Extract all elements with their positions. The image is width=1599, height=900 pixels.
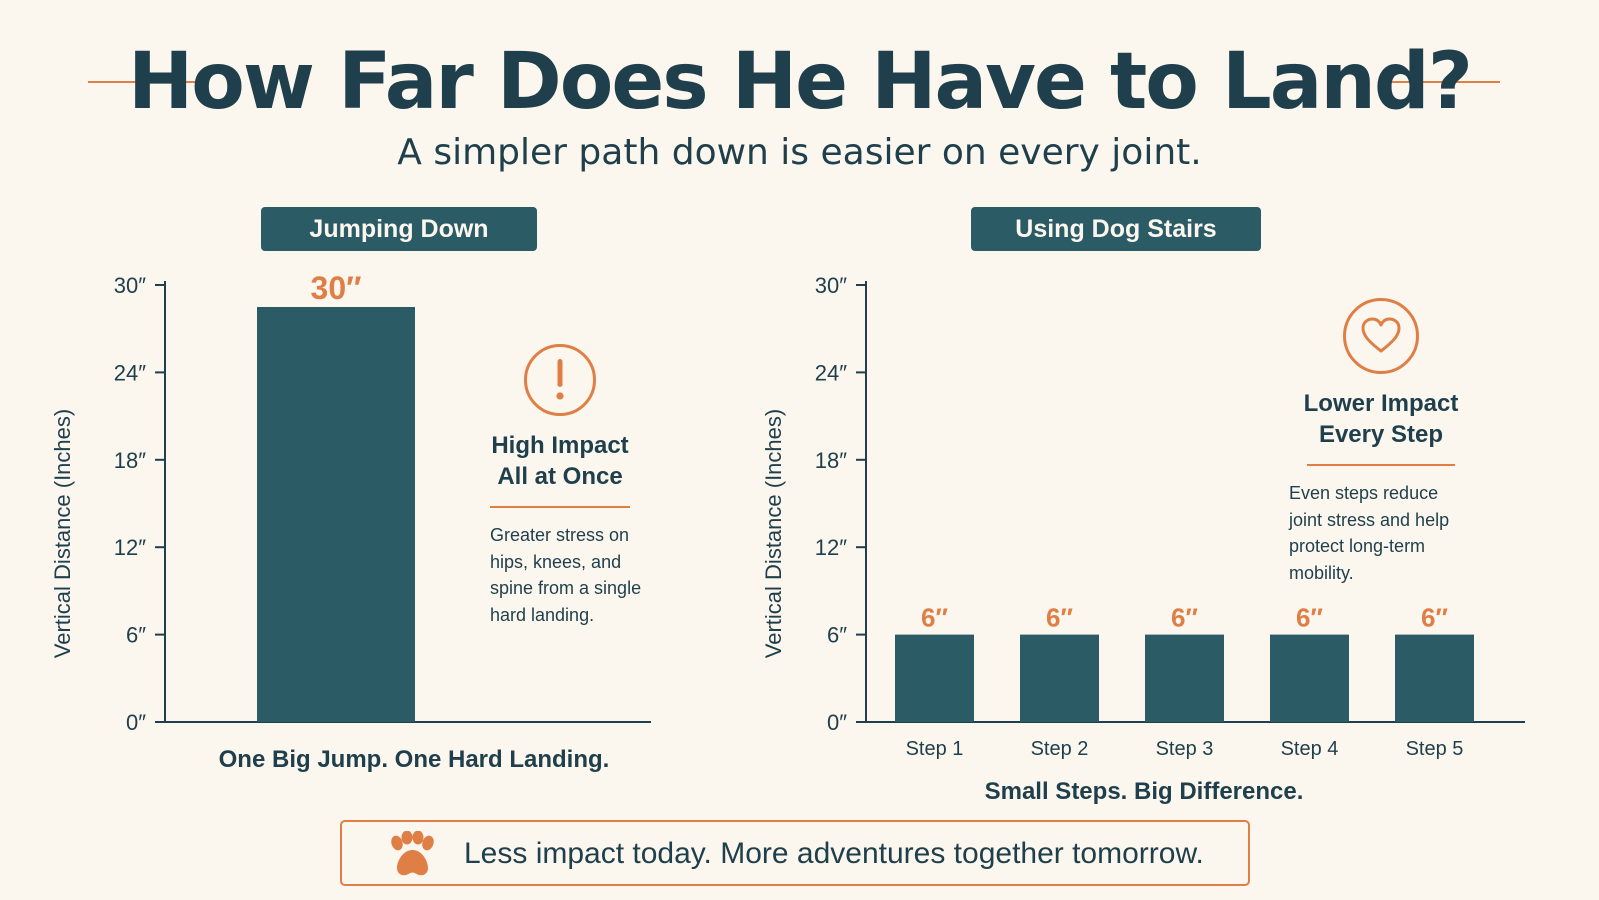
- footer-text: Less impact today. More adventures toget…: [464, 837, 1204, 870]
- y-tick-label: 30″: [114, 273, 146, 298]
- y-tick-label: 24″: [114, 360, 146, 385]
- panel-label-jumping: Jumping Down: [261, 207, 537, 251]
- bar: [1020, 634, 1099, 722]
- y-tick-label: 0″: [126, 710, 146, 735]
- callout-lower-impact: Lower Impact Every Step Even steps reduc…: [1281, 298, 1481, 586]
- callout-body-line: Greater stress on: [490, 525, 630, 545]
- callout-body: Greater stress on hips, knees, and spine…: [478, 522, 642, 628]
- bar-data-label: 30″: [311, 270, 362, 306]
- y-axis-label: Vertical Distance (Inches): [761, 409, 786, 658]
- callout-heading: Lower Impact Every Step: [1281, 388, 1481, 450]
- panel-label-stairs: Using Dog Stairs: [971, 207, 1261, 251]
- y-tick-label: 6″: [827, 623, 847, 648]
- page-subtitle: A simpler path down is easier on every j…: [397, 132, 1202, 173]
- paw-icon: [391, 831, 434, 876]
- bar-data-label: 6″: [1421, 603, 1448, 633]
- bar: [1145, 634, 1224, 722]
- x-category-label: Step 3: [1156, 738, 1214, 760]
- y-tick-label: 18″: [815, 448, 847, 473]
- title-rule-right: [1388, 81, 1500, 83]
- bar: [257, 307, 415, 722]
- y-tick-label: 18″: [114, 448, 146, 473]
- title-rule-left: [88, 81, 200, 83]
- callout-body-line: Even steps reduce: [1289, 483, 1439, 503]
- callout-heading-line: Every Step: [1318, 421, 1444, 448]
- callout-rule: [1307, 464, 1455, 466]
- x-category-label: Step 5: [1406, 738, 1464, 760]
- callout-rule: [490, 506, 630, 508]
- bar: [1270, 634, 1349, 722]
- bar-data-label: 6″: [921, 603, 948, 633]
- y-tick-label: 24″: [815, 360, 847, 385]
- callout-heading-line: High Impact: [491, 432, 629, 459]
- y-tick-label: 6″: [126, 623, 146, 648]
- bar-data-label: 6″: [1296, 603, 1323, 633]
- callout-body-line: hips, knees, and: [490, 551, 622, 572]
- bar: [895, 634, 974, 722]
- exclamation-icon: [524, 344, 596, 416]
- callout-heading-line: All at Once: [497, 463, 623, 490]
- heart-icon: [1343, 298, 1419, 374]
- x-category-label: Step 2: [1031, 738, 1089, 760]
- callout-heading-line: Lower Impact: [1303, 390, 1459, 417]
- callout-body-line: hard landing.: [490, 604, 595, 625]
- callout-high-impact: High Impact All at Once Greater stress o…: [478, 344, 642, 628]
- y-tick-label: 0″: [827, 710, 847, 735]
- y-axis-label: Vertical Distance (Inches): [50, 409, 75, 658]
- callout-body: Even steps reduce joint stress and help …: [1281, 480, 1481, 586]
- callout-body-line: mobility.: [1289, 562, 1354, 583]
- y-tick-label: 12″: [815, 535, 847, 560]
- callout-body-line: spine from a single: [490, 578, 642, 598]
- x-axis-caption: Small Steps. Big Difference.: [985, 778, 1304, 805]
- bar-data-label: 6″: [1171, 603, 1198, 633]
- x-axis-caption: One Big Jump. One Hard Landing.: [219, 746, 610, 773]
- page-title: How Far Does He Have to Land?: [128, 37, 1473, 127]
- y-tick-label: 12″: [114, 535, 146, 560]
- y-tick-label: 30″: [815, 273, 847, 298]
- footer-banner: Less impact today. More adventures toget…: [340, 820, 1250, 886]
- callout-heading: High Impact All at Once: [478, 430, 642, 492]
- x-category-label: Step 4: [1281, 738, 1339, 760]
- x-category-label: Step 1: [906, 738, 964, 760]
- callout-body-line: joint stress and help: [1289, 509, 1450, 530]
- callout-body-line: protect long-term: [1289, 536, 1426, 556]
- bar: [1395, 634, 1474, 722]
- bar-data-label: 6″: [1046, 603, 1073, 633]
